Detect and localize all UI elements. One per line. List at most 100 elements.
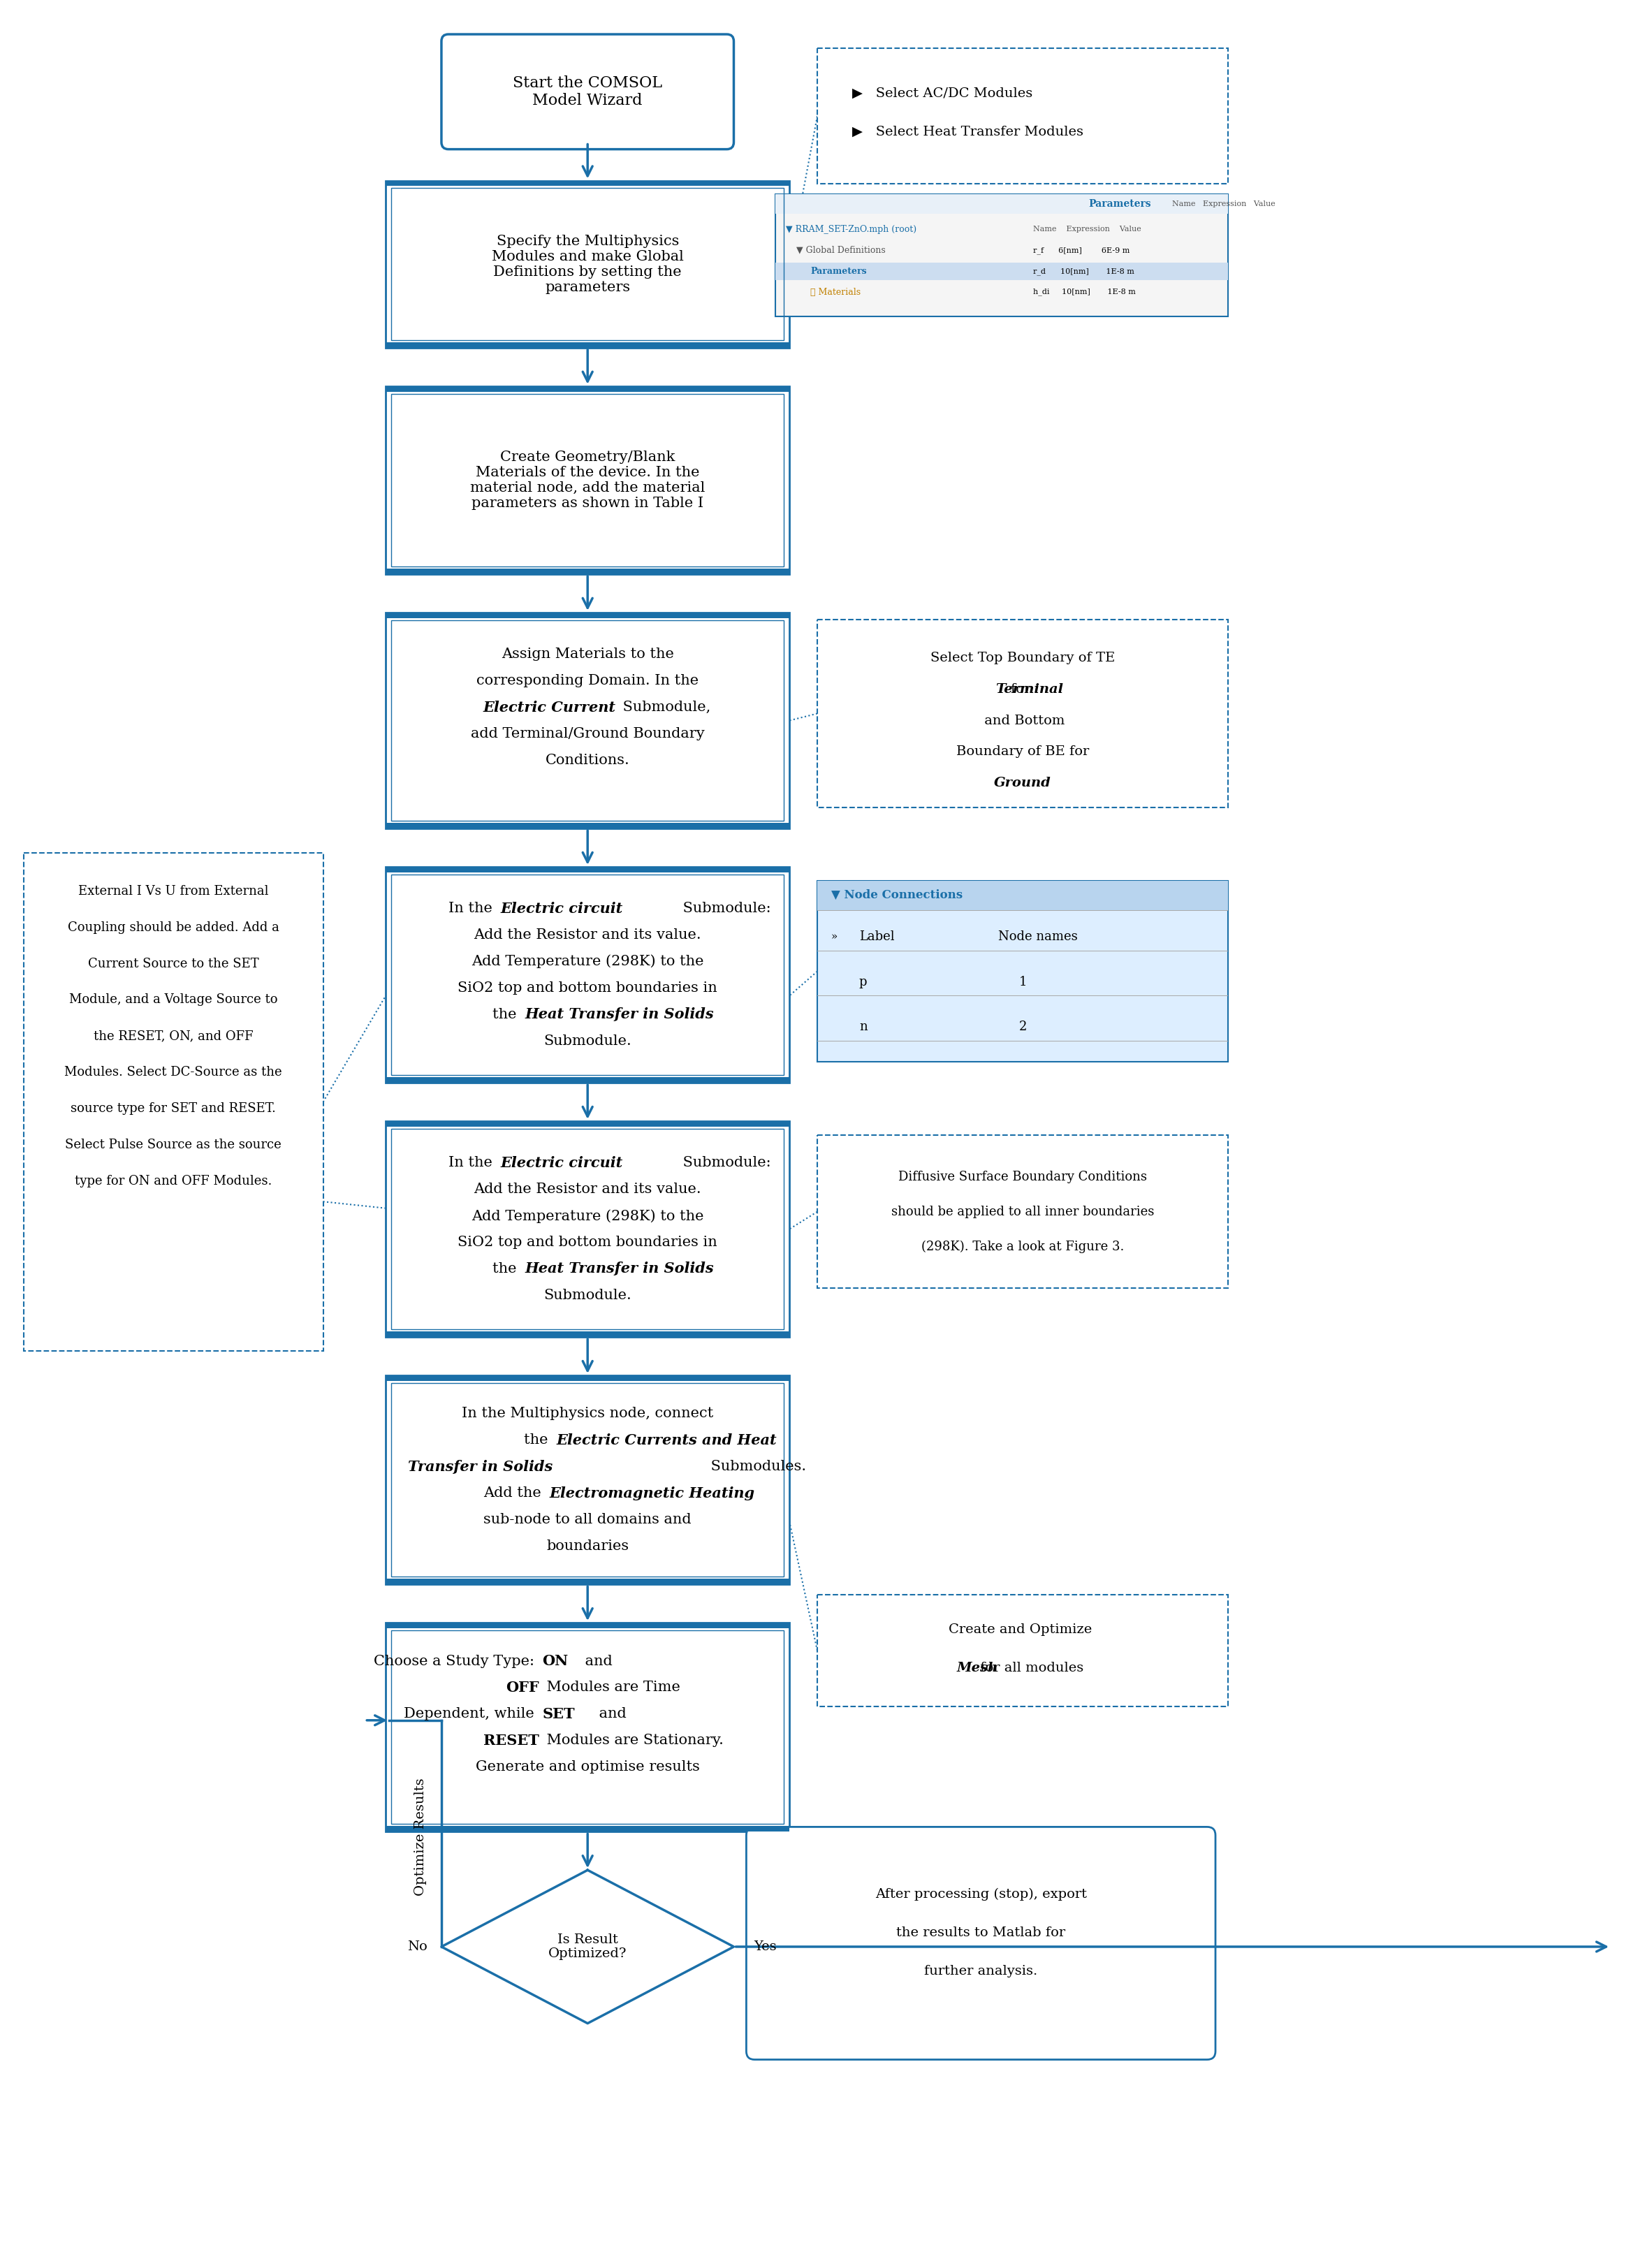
Bar xyxy=(392,1128,785,1329)
Text: Select Pulse Source as the source: Select Pulse Source as the source xyxy=(66,1140,281,1151)
Bar xyxy=(387,385,790,392)
Text: ▶   Select Heat Transfer Modules: ▶ Select Heat Transfer Modules xyxy=(852,126,1084,137)
Text: Heat Transfer in Solids: Heat Transfer in Solids xyxy=(525,1007,714,1022)
Text: Boundary of BE for: Boundary of BE for xyxy=(957,745,1089,759)
Bar xyxy=(818,619,1227,808)
Text: Assign Materials to the: Assign Materials to the xyxy=(501,649,674,662)
Text: Parameters: Parameters xyxy=(1089,200,1151,209)
Bar xyxy=(387,385,790,574)
Bar xyxy=(387,570,790,574)
Text: the: the xyxy=(524,1435,553,1446)
Text: In the: In the xyxy=(449,1155,497,1169)
Bar xyxy=(387,180,790,347)
Text: Add the: Add the xyxy=(484,1486,545,1500)
Text: the results to Matlab for: the results to Matlab for xyxy=(897,1925,1066,1939)
Text: Module, and a Voltage Source to: Module, and a Voltage Source to xyxy=(69,993,278,1007)
Text: type for ON and OFF Modules.: type for ON and OFF Modules. xyxy=(74,1176,273,1187)
Text: Electromagnetic Heating: Electromagnetic Heating xyxy=(550,1486,755,1500)
Bar xyxy=(387,342,790,347)
Text: SiO2 top and bottom boundaries in: SiO2 top and bottom boundaries in xyxy=(458,982,717,995)
Bar xyxy=(818,1594,1227,1707)
Text: boundaries: boundaries xyxy=(547,1540,629,1552)
Text: Select Top Boundary of TE: Select Top Boundary of TE xyxy=(930,651,1115,664)
Bar xyxy=(387,1826,790,1831)
Text: should be applied to all inner boundaries: should be applied to all inner boundarie… xyxy=(890,1205,1155,1218)
Text: ⚡ Materials: ⚡ Materials xyxy=(811,288,861,297)
Text: »: » xyxy=(831,932,838,941)
Bar xyxy=(387,1376,790,1585)
Text: Modules are Stationary.: Modules are Stationary. xyxy=(542,1734,724,1748)
Bar xyxy=(818,881,1227,1063)
Text: Electric Current: Electric Current xyxy=(482,700,616,714)
Text: Transfer in Solids: Transfer in Solids xyxy=(408,1459,553,1473)
Text: Add the Resistor and its value.: Add the Resistor and its value. xyxy=(474,928,702,941)
Text: Create Geometry/Blank
Materials of the device. In the
material node, add the mat: Create Geometry/Blank Materials of the d… xyxy=(471,450,705,509)
Text: Label: Label xyxy=(859,930,894,944)
Bar xyxy=(392,394,785,568)
Text: OFF: OFF xyxy=(506,1680,539,1694)
Text: for all modules: for all modules xyxy=(976,1662,1084,1673)
FancyBboxPatch shape xyxy=(441,34,733,149)
Text: Coupling should be added. Add a: Coupling should be added. Add a xyxy=(68,921,279,935)
Text: Start the COMSOL
Model Wizard: Start the COMSOL Model Wizard xyxy=(512,74,662,108)
Text: In the Multiphysics node, connect: In the Multiphysics node, connect xyxy=(463,1408,714,1421)
Text: Conditions.: Conditions. xyxy=(545,754,629,768)
Text: ▼ RRAM_SET-ZnO.mph (root): ▼ RRAM_SET-ZnO.mph (root) xyxy=(786,225,917,234)
Text: Terminal: Terminal xyxy=(996,682,1064,696)
Bar xyxy=(387,1121,790,1338)
Bar xyxy=(392,189,785,340)
Text: for: for xyxy=(1011,682,1034,696)
Text: Add the Resistor and its value.: Add the Resistor and its value. xyxy=(474,1182,702,1196)
Text: Submodule.: Submodule. xyxy=(544,1034,631,1047)
Text: Diffusive Surface Boundary Conditions: Diffusive Surface Boundary Conditions xyxy=(899,1171,1146,1182)
Bar xyxy=(775,194,1227,318)
Bar xyxy=(387,867,790,872)
Text: Name   Expression   Value: Name Expression Value xyxy=(1173,200,1275,207)
Bar xyxy=(818,1135,1227,1288)
Text: r_d      10[nm]       1E-8 m: r_d 10[nm] 1E-8 m xyxy=(1032,268,1135,275)
Text: Submodule:: Submodule: xyxy=(677,903,771,914)
Text: After processing (stop), export: After processing (stop), export xyxy=(876,1887,1087,1901)
Bar xyxy=(387,1121,790,1126)
Text: Choose a Study Type:: Choose a Study Type: xyxy=(373,1655,539,1669)
Text: Submodule,: Submodule, xyxy=(618,700,710,714)
Bar xyxy=(387,1579,790,1585)
Bar xyxy=(818,47,1227,185)
Bar xyxy=(392,1630,785,1824)
Bar xyxy=(387,1624,790,1831)
Text: Heat Transfer in Solids: Heat Transfer in Solids xyxy=(525,1261,714,1277)
Text: n: n xyxy=(859,1020,867,1034)
Bar xyxy=(775,263,1227,279)
Text: Current Source to the SET: Current Source to the SET xyxy=(88,957,259,971)
Bar xyxy=(387,1076,790,1083)
Text: ▼ Global Definitions: ▼ Global Definitions xyxy=(796,245,885,254)
Text: SiO2 top and bottom boundaries in: SiO2 top and bottom boundaries in xyxy=(458,1236,717,1250)
Text: the RESET, ON, and OFF: the RESET, ON, and OFF xyxy=(94,1029,253,1043)
Bar xyxy=(392,1383,785,1576)
Text: External I Vs U from External: External I Vs U from External xyxy=(78,885,269,899)
Text: In the: In the xyxy=(449,903,497,914)
Text: the: the xyxy=(492,1009,522,1020)
Text: r_f      6[nm]        6E-9 m: r_f 6[nm] 6E-9 m xyxy=(1032,245,1130,254)
Text: further analysis.: further analysis. xyxy=(923,1964,1037,1977)
Text: (298K). Take a look at Figure 3.: (298K). Take a look at Figure 3. xyxy=(922,1241,1123,1252)
Bar xyxy=(387,180,790,187)
Text: Optimize Results: Optimize Results xyxy=(415,1779,426,1896)
Text: p: p xyxy=(859,975,867,989)
Text: Submodule:: Submodule: xyxy=(677,1155,771,1169)
Text: Parameters: Parameters xyxy=(811,266,867,275)
Bar xyxy=(775,194,1227,214)
Text: corresponding Domain. In the: corresponding Domain. In the xyxy=(476,673,699,687)
Bar xyxy=(23,854,324,1351)
Text: No: No xyxy=(406,1941,428,1952)
Bar xyxy=(387,613,790,617)
Text: ON: ON xyxy=(542,1653,568,1669)
Bar xyxy=(387,867,790,1083)
FancyBboxPatch shape xyxy=(747,1826,1216,2061)
Bar xyxy=(387,1331,790,1338)
Text: Electric Currents and Heat: Electric Currents and Heat xyxy=(557,1432,776,1448)
Text: Is Result
Optimized?: Is Result Optimized? xyxy=(548,1932,626,1959)
Bar xyxy=(387,822,790,829)
Text: Specify the Multiphysics
Modules and make Global
Definitions by setting the
para: Specify the Multiphysics Modules and mak… xyxy=(492,234,684,293)
Text: and: and xyxy=(580,1655,613,1669)
